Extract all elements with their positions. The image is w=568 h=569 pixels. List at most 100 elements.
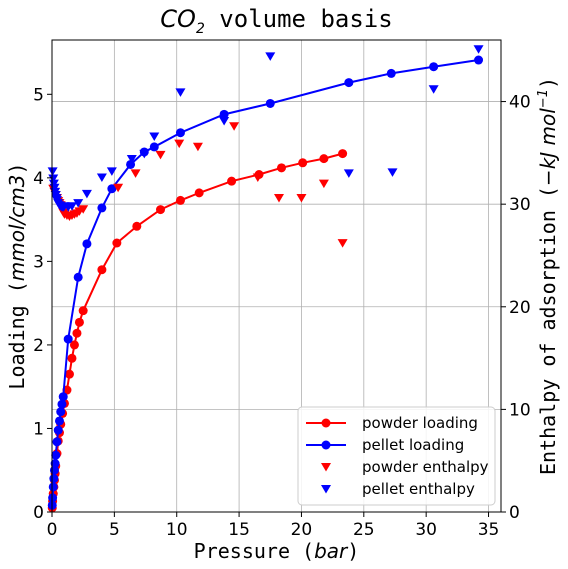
title-subscript: 2	[196, 21, 205, 37]
y2-axis-label: Enthalpy of adsorption (−kJ mol−1)	[536, 77, 560, 475]
y-tick-label: 1	[33, 419, 44, 439]
powder-loading-point	[112, 238, 122, 248]
pellet-loading-point	[175, 128, 185, 138]
pellet-loading-point	[48, 482, 58, 492]
legend-label: powder loading	[362, 414, 478, 432]
pellet-enthalpy-marker	[428, 85, 439, 94]
powder-loading-point	[338, 149, 348, 159]
title-formula: CO	[160, 5, 196, 33]
y2-tick-label: 30	[509, 195, 531, 215]
pellet-enthalpy-marker	[139, 149, 150, 159]
powder-enthalpy-marker	[229, 122, 240, 131]
pellet-loading-point	[52, 437, 62, 447]
pellet-loading-point	[53, 425, 63, 435]
powder-loading-point	[132, 221, 142, 231]
legend-box	[297, 406, 496, 506]
legend: powder loading pellet loading powder entha…	[297, 406, 496, 506]
pellet-loading-point	[219, 109, 229, 119]
pellet-enthalpy-marker	[343, 169, 354, 178]
x-tick-label: 25	[353, 520, 375, 540]
x-axis-label: Pressure (bar)	[194, 539, 360, 563]
x-tick-label: 35	[478, 520, 500, 540]
pellet-loading-point	[429, 62, 439, 72]
y2-tick-label: 20	[509, 298, 531, 318]
pellet-enthalpy-marker	[219, 117, 230, 126]
series-pellet-enthalpy	[47, 45, 484, 212]
powder-enthalpy-marker	[273, 194, 284, 203]
pellet-enthalpy-marker	[473, 45, 484, 54]
plot-area	[51, 39, 502, 513]
pellet-enthalpy-marker	[126, 155, 137, 164]
pellet-loading-point	[54, 416, 64, 426]
axes: 0 5 10 15 20 25 30 35 0 1 2 3 4 5 0 10 20 30 40	[33, 85, 530, 540]
pellet-enthalpy-marker	[149, 132, 160, 141]
x-tick-label: 30	[415, 520, 437, 540]
pellet-enthalpy-marker	[48, 174, 59, 184]
pellet-enthalpy-marker	[96, 173, 107, 182]
pellet-loading-point	[49, 474, 59, 484]
powder-loading-point	[69, 340, 79, 350]
powder-loading-point	[64, 369, 74, 379]
legend-label: pellet enthalpy	[362, 480, 475, 498]
pellet-enthalpy-marker	[387, 168, 398, 177]
powder-loading-point	[194, 188, 204, 198]
legend-item-pellet-loading: pellet loading	[306, 436, 464, 454]
powder-enthalpy-marker	[318, 179, 329, 189]
powder-enthalpy-marker	[78, 205, 89, 214]
powder-loading-point	[74, 317, 84, 327]
powder-loading-point	[156, 205, 166, 215]
pellet-enthalpy-marker	[73, 199, 84, 208]
legend-marker	[321, 418, 331, 428]
y-tick-label: 2	[33, 336, 44, 356]
pellet-loading-point	[386, 68, 396, 78]
pellet-enthalpy-marker	[47, 167, 58, 176]
pellet-loading-point	[57, 399, 67, 409]
pellet-loading-point	[126, 159, 136, 169]
y-axis-label: Loading (mmol/cm3)	[5, 162, 29, 389]
series-layer	[47, 45, 484, 513]
pellet-enthalpy-marker	[175, 88, 186, 97]
y2-tick-label: 40	[509, 93, 531, 113]
pellet-loading-point	[265, 98, 275, 108]
legend-marker	[321, 440, 331, 450]
powder-loading-point	[276, 163, 286, 173]
powder-enthalpy-marker	[296, 194, 307, 203]
powder-loading-point	[227, 176, 237, 186]
pellet-enthalpy-marker	[81, 189, 92, 199]
legend-item-pellet-enthalpy: pellet enthalpy	[321, 480, 475, 498]
pellet-loading-point	[82, 239, 92, 249]
powder-loading-point	[175, 195, 185, 205]
y-tick-label: 5	[33, 85, 44, 105]
powder-loading-point	[319, 154, 329, 164]
x-tick-label: 5	[109, 520, 120, 540]
legend-label: powder enthalpy	[362, 458, 489, 476]
pellet-loading-point	[73, 272, 83, 282]
x-tick-label: 0	[47, 520, 58, 540]
y-tick-label: 3	[33, 252, 44, 272]
powder-enthalpy-marker	[192, 142, 203, 152]
powder-loading-point	[298, 158, 308, 168]
powder-enthalpy-marker	[130, 169, 141, 178]
legend-item-powder-loading: powder loading	[306, 414, 478, 432]
pellet-enthalpy-marker	[106, 167, 117, 176]
powder-enthalpy-marker	[252, 173, 263, 182]
pellet-loading-point	[48, 493, 58, 503]
pellet-loading-point	[149, 142, 159, 152]
y-tick-label: 0	[33, 503, 44, 523]
powder-loading-point	[67, 353, 77, 363]
pellet-enthalpy-marker	[66, 202, 77, 211]
pellet-loading-point	[56, 407, 66, 417]
chart-title: CO2 volume basis	[160, 5, 392, 37]
legend-marker	[321, 463, 331, 472]
pellet-loading-point	[97, 203, 107, 213]
x-tick-label: 15	[228, 520, 250, 540]
pellet-loading-point	[51, 450, 61, 460]
powder-loading-point	[72, 328, 82, 338]
pellet-loading-point	[344, 78, 354, 88]
pellet-loading-point	[107, 184, 117, 194]
powder-enthalpy-marker	[113, 183, 124, 193]
legend-label: pellet loading	[362, 436, 464, 454]
powder-loading-point	[78, 306, 88, 316]
y2-tick-label: 0	[509, 503, 520, 523]
y2-tick-label: 10	[509, 400, 531, 420]
